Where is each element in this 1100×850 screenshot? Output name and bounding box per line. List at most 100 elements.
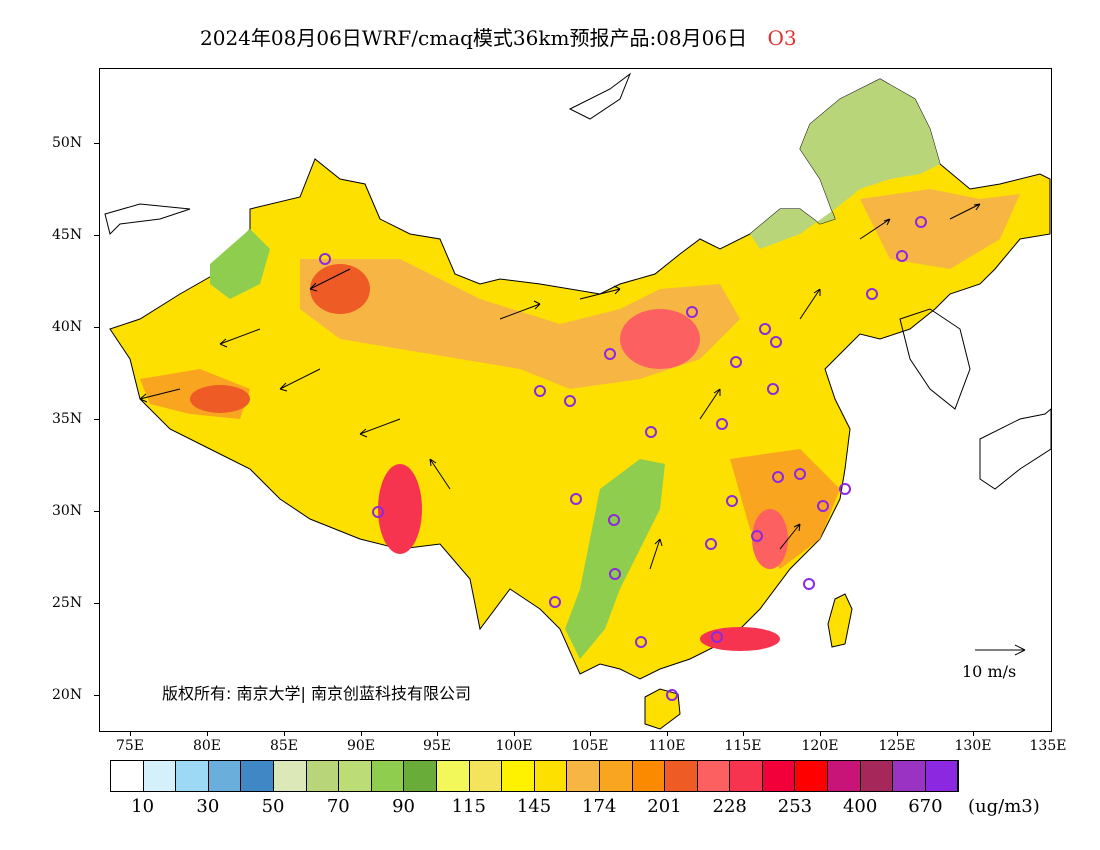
lat-label-45n: 45N	[52, 227, 83, 243]
lat-label-25n: 25N	[52, 595, 83, 611]
lon-label-125e: 125E	[878, 738, 916, 754]
colorbar-label: 50	[261, 796, 285, 817]
colorbar-swatch	[828, 761, 861, 791]
city-marker	[711, 631, 723, 643]
lon-label-95e: 95E	[422, 738, 452, 754]
wind-vectors	[139, 203, 981, 570]
lon-tick	[667, 730, 668, 736]
city-marker	[896, 250, 908, 262]
lon-tick	[514, 730, 515, 736]
colorbar-label: 253	[777, 796, 813, 817]
colorbar-label: 670	[908, 796, 943, 817]
city-marker	[705, 538, 717, 550]
colorbar-swatch	[176, 761, 209, 791]
northeast-green-zone	[750, 79, 940, 249]
lat-tick	[94, 143, 100, 144]
map-frame[interactable]	[99, 68, 1052, 732]
colorbar-swatch	[502, 761, 535, 791]
city-markers	[319, 216, 927, 701]
hotspot-west	[190, 385, 250, 413]
city-marker	[609, 568, 621, 580]
colorbar-label: 10	[131, 796, 155, 817]
city-marker	[794, 468, 806, 480]
lon-label-100e: 100E	[495, 738, 533, 754]
colorbar-unit: (ug/m3)	[968, 796, 1040, 817]
lat-label-30n: 30N	[52, 503, 83, 519]
wind-arrow	[499, 300, 541, 320]
city-marker	[635, 636, 647, 648]
colorbar-swatch	[762, 761, 796, 791]
city-marker	[645, 426, 657, 438]
wind-arrow	[699, 388, 721, 420]
city-marker	[372, 506, 384, 518]
city-marker	[772, 471, 784, 483]
colorbar-swatch	[436, 761, 470, 791]
city-marker	[319, 253, 331, 265]
colorbar-swatch	[404, 761, 437, 791]
colorbar-swatch	[241, 761, 274, 791]
lake-outline	[568, 72, 632, 120]
wind-arrow	[649, 538, 663, 570]
city-marker	[666, 689, 678, 701]
city-marker	[759, 323, 771, 335]
colorbar-swatch	[306, 761, 340, 791]
northeast-orange-zone	[860, 189, 1020, 269]
city-marker	[770, 336, 782, 348]
wind-arrow	[949, 203, 981, 220]
lat-tick	[94, 695, 100, 696]
city-marker	[726, 495, 738, 507]
lon-label-90e: 90E	[346, 738, 376, 754]
city-marker	[564, 395, 576, 407]
lon-tick	[207, 730, 208, 736]
ozone-map	[104, 72, 1051, 730]
lon-label-75e: 75E	[115, 738, 145, 754]
colorbar-label: 228	[712, 796, 747, 817]
city-marker	[549, 596, 561, 608]
lon-label-80e: 80E	[192, 738, 222, 754]
city-marker	[604, 348, 616, 360]
lon-label-135e: 135E	[1029, 738, 1067, 754]
wind-arrow	[309, 268, 351, 292]
copyright-text: 版权所有: 南京大学| 南京创蓝科技有限公司	[162, 684, 471, 703]
hotspot-tarim	[310, 264, 370, 314]
colorbar-swatch	[273, 761, 307, 791]
lat-label-50n: 50N	[52, 135, 83, 151]
japan-coast	[979, 408, 1051, 490]
hotspot-tibet	[378, 464, 422, 554]
hainan-island	[644, 688, 681, 730]
wind-arrow	[859, 218, 891, 240]
colorbar-swatch	[795, 761, 829, 791]
colorbar-swatch	[632, 761, 666, 791]
lon-label-110e: 110E	[648, 738, 686, 754]
lat-label-20n: 20N	[52, 687, 83, 703]
wind-arrow	[429, 458, 451, 490]
colorbar-swatch	[730, 761, 763, 791]
colorbar-swatch	[665, 761, 698, 791]
lon-tick	[130, 730, 131, 736]
colorbar-label: 145	[516, 796, 552, 817]
lat-tick	[94, 327, 100, 328]
lon-label-130e: 130E	[954, 738, 992, 754]
city-marker	[866, 288, 878, 300]
city-marker	[767, 383, 779, 395]
lat-label-40n: 40N	[52, 319, 83, 335]
lat-tick	[94, 603, 100, 604]
colorbar-swatch	[208, 761, 242, 791]
title-text: 2024年08月06日WRF/cmaq模式36km预报产品:08月06日	[200, 26, 748, 50]
colorbar-swatch	[339, 761, 372, 791]
lon-label-115e: 115E	[724, 738, 762, 754]
korea-coast	[899, 308, 971, 410]
colorbar-swatch	[697, 761, 731, 791]
taiwan-island	[827, 593, 853, 648]
lon-tick	[361, 730, 362, 736]
west-green-zone	[210, 229, 270, 299]
colorbar-swatch	[469, 761, 503, 791]
lon-tick	[973, 730, 974, 736]
colorbar-label: 174	[582, 796, 617, 817]
city-marker	[817, 500, 829, 512]
wind-arrow	[359, 418, 401, 438]
wind-scale-label: 10 m/s	[962, 662, 1017, 681]
lat-tick	[94, 419, 100, 420]
wind-arrow	[779, 523, 801, 550]
wind-arrow	[279, 368, 321, 392]
